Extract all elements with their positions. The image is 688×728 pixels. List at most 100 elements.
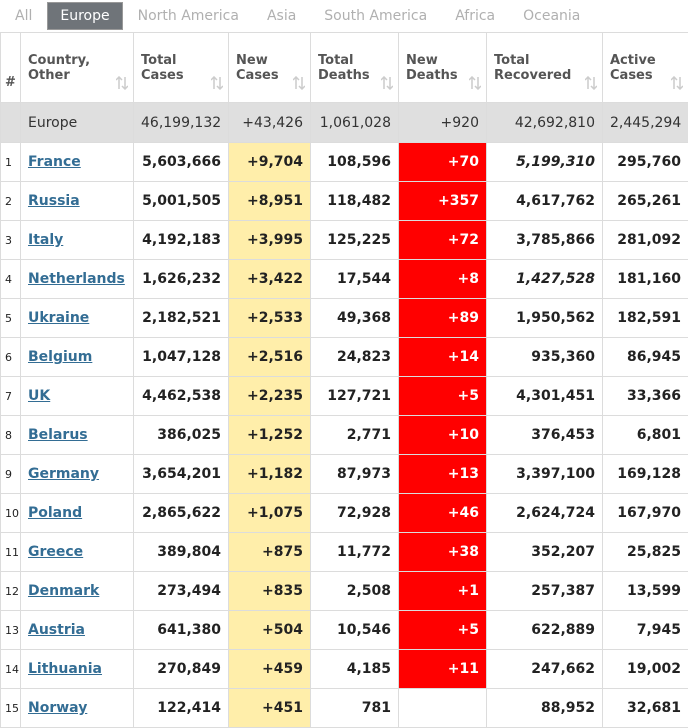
cell: +46: [399, 494, 487, 533]
region-tab[interactable]: Europe: [47, 2, 122, 30]
cell: +72: [399, 221, 487, 260]
cell: 13,599: [603, 572, 688, 611]
cell: 33,366: [603, 377, 688, 416]
country-link[interactable]: Lithuania: [28, 661, 102, 677]
country-link[interactable]: Belgium: [28, 349, 92, 365]
region-tab[interactable]: Asia: [254, 2, 309, 30]
cell: 2,865,622: [134, 494, 229, 533]
cell: 7: [1, 377, 21, 416]
cell: +9,704: [229, 143, 311, 182]
cell: +14: [399, 338, 487, 377]
cell: 386,025: [134, 416, 229, 455]
header-line: Total: [141, 53, 221, 68]
cell: 4: [1, 260, 21, 299]
cell: +5: [399, 611, 487, 650]
header-line: Active: [610, 53, 681, 68]
cell: +13: [399, 455, 487, 494]
cell: +2,235: [229, 377, 311, 416]
country-link[interactable]: Germany: [28, 466, 99, 482]
region-tab[interactable]: Africa: [442, 2, 508, 30]
country-link[interactable]: UK: [28, 388, 50, 404]
cell: 622,889: [487, 611, 603, 650]
cell: Poland: [21, 494, 134, 533]
cell: 273,494: [134, 572, 229, 611]
cell: +8,951: [229, 182, 311, 221]
cell: 5: [1, 299, 21, 338]
header-line: Country,: [28, 53, 126, 68]
region-tab[interactable]: South America: [311, 2, 440, 30]
country-link[interactable]: Netherlands: [28, 271, 125, 287]
sort-icon[interactable]: [671, 76, 683, 90]
country-link[interactable]: Belarus: [28, 427, 88, 443]
cell: 3,785,866: [487, 221, 603, 260]
cell: +43,426: [229, 103, 311, 143]
country-link[interactable]: France: [28, 154, 81, 170]
sort-icon[interactable]: [469, 76, 481, 90]
cell: 88,952: [487, 689, 603, 728]
cell: 1,626,232: [134, 260, 229, 299]
country-link[interactable]: Italy: [28, 232, 63, 248]
country-link[interactable]: Poland: [28, 505, 82, 521]
cell: 108,596: [311, 143, 399, 182]
cell: Germany: [21, 455, 134, 494]
country-link[interactable]: Norway: [28, 700, 87, 716]
region-tab[interactable]: North America: [125, 2, 252, 30]
cell: 2,624,724: [487, 494, 603, 533]
sort-icon[interactable]: [211, 76, 223, 90]
cell: +38: [399, 533, 487, 572]
sort-icon[interactable]: [116, 76, 128, 90]
cell: 11: [1, 533, 21, 572]
cell: UK: [21, 377, 134, 416]
cell: 24,823: [311, 338, 399, 377]
cell: +8: [399, 260, 487, 299]
cell: [1, 103, 21, 143]
cell: +11: [399, 650, 487, 689]
region-tab[interactable]: Oceania: [510, 2, 593, 30]
country-link[interactable]: Greece: [28, 544, 83, 560]
cell: 181,160: [603, 260, 688, 299]
cell: +920: [399, 103, 487, 143]
cell: 14: [1, 650, 21, 689]
cell: 11,772: [311, 533, 399, 572]
cell: 6,801: [603, 416, 688, 455]
sort-icon[interactable]: [293, 76, 305, 90]
cell: +1,075: [229, 494, 311, 533]
cell: 1,427,528: [487, 260, 603, 299]
cell: 72,928: [311, 494, 399, 533]
cell: Europe: [21, 103, 134, 143]
column-header[interactable]: Country,Other: [21, 33, 134, 103]
cell: 1,950,562: [487, 299, 603, 338]
region-tab[interactable]: All: [2, 2, 45, 30]
cell: 2,445,294: [603, 103, 688, 143]
country-link[interactable]: Russia: [28, 193, 80, 209]
cell: 19,002: [603, 650, 688, 689]
cell: 32,681: [603, 689, 688, 728]
cell: +2,516: [229, 338, 311, 377]
sort-icon[interactable]: [381, 76, 393, 90]
country-link[interactable]: Austria: [28, 622, 85, 638]
cell: 182,591: [603, 299, 688, 338]
cell: +89: [399, 299, 487, 338]
cell: 4,192,183: [134, 221, 229, 260]
cell: +451: [229, 689, 311, 728]
cell: 6: [1, 338, 21, 377]
header-line: Recovered: [494, 68, 595, 83]
country-link[interactable]: Ukraine: [28, 310, 89, 326]
sort-icon[interactable]: [585, 76, 597, 90]
country-link[interactable]: Denmark: [28, 583, 99, 599]
cell: 12: [1, 572, 21, 611]
